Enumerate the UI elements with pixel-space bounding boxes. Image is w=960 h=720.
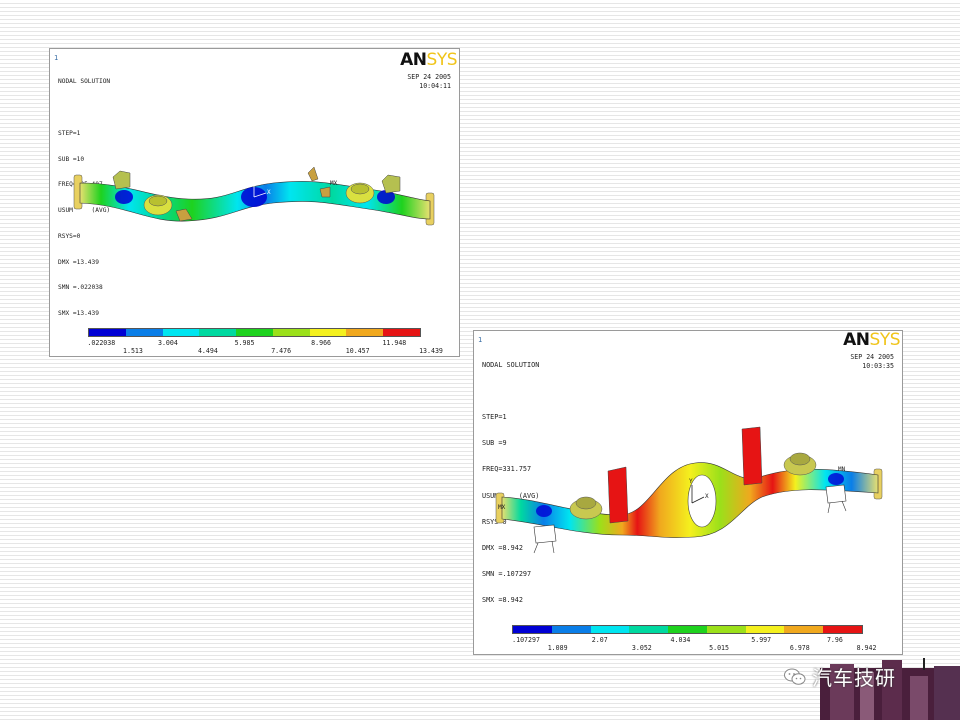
legend-value: 13.439 (419, 347, 443, 355)
info-line: NODAL SOLUTION (482, 360, 540, 369)
ansys-logo: ANSYS (400, 50, 457, 70)
legend-labels: .107297 1.089 2.07 3.052 4.034 5.015 5.9… (512, 634, 876, 654)
info-line: NODAL SOLUTION (58, 78, 111, 86)
watermark-text: 汽车技研 (812, 666, 896, 690)
legend-swatch (629, 626, 669, 633)
legend-swatch (125, 329, 163, 336)
max-marker-label: MX (330, 180, 338, 187)
legend-swatch (784, 626, 824, 633)
info-line: SMN =.022038 (58, 284, 103, 292)
info-line (482, 387, 539, 396)
time-text: 10:04:11 (419, 82, 451, 90)
color-scale-bar (512, 625, 863, 634)
date-text: SEP 24 2005 (407, 73, 451, 81)
legend-swatch (89, 329, 126, 336)
legend-value: 10.457 (345, 347, 370, 355)
legend-swatch (551, 626, 591, 633)
legend-value: 6.978 (789, 644, 810, 652)
legend-value: 8.966 (311, 339, 332, 347)
legend-value: 5.015 (709, 644, 730, 652)
axis-x-label: X (267, 189, 271, 196)
legend-value: 5.997 (751, 636, 772, 644)
legend-value: 8.942 (856, 644, 877, 652)
info-line: SUB =10 (58, 155, 85, 163)
window-number: 1 (478, 336, 483, 344)
info-line: USUM (AVG) (58, 207, 111, 215)
info-line: USUM (AVG) (482, 491, 540, 500)
legend-value: 2.07 (591, 636, 608, 644)
watermark: 汽车技研 (784, 662, 896, 691)
legend-labels: .022038 1.513 3.004 4.494 5.985 7.476 8.… (87, 337, 442, 357)
info-line: RSYS=0 (482, 517, 507, 526)
legend-value: 3.004 (157, 339, 178, 347)
info-line: SMN =.107297 (482, 570, 532, 579)
result-window-1: 1 NODAL SOLUTION STEP=1 SUB =10 FREQ=335… (49, 48, 460, 357)
axis-y-label: Y (689, 478, 693, 485)
time-text: 10:03:35 (862, 362, 894, 370)
legend-swatch (706, 626, 746, 633)
legend-swatch (162, 329, 200, 336)
legend-value: 7.476 (271, 347, 292, 355)
legend-value: 7.96 (826, 636, 843, 644)
legend-value: 5.985 (234, 339, 255, 347)
legend-swatch (199, 329, 237, 336)
info-line: FREQ=331.757 (482, 465, 532, 474)
axis-x-label: X (705, 493, 709, 500)
corner-decoration (820, 658, 960, 720)
max-marker-label: MX (498, 504, 506, 511)
legend-swatch (309, 329, 347, 336)
date-text: SEP 24 2005 (850, 353, 894, 361)
legend-swatch (513, 626, 552, 633)
legend-value: 11.948 (382, 339, 407, 347)
info-line: DMX =13.439 (58, 258, 99, 266)
legend-value: 3.052 (631, 644, 652, 652)
legend-value: .022038 (87, 339, 116, 347)
timestamp: SEP 24 2005 10:03:35 (850, 353, 894, 371)
contour-legend: .022038 1.513 3.004 4.494 5.985 7.476 8.… (87, 328, 443, 357)
solution-info: NODAL SOLUTION STEP=1 SUB =9 FREQ=331.75… (482, 343, 539, 622)
contour-legend: .107297 1.089 2.07 3.052 4.034 5.015 5.9… (512, 625, 876, 654)
legend-swatch (236, 329, 273, 336)
info-line: RSYS=0 (58, 232, 81, 240)
info-line (58, 104, 110, 113)
min-marker-label: MN (838, 466, 846, 473)
info-line: STEP=1 (58, 129, 81, 137)
info-line: SMX =13.439 (58, 310, 99, 318)
result-window-2: 1 NODAL SOLUTION STEP=1 SUB =9 FREQ=331.… (473, 330, 903, 655)
color-scale-bar (88, 328, 421, 337)
axis-y-label: Y (251, 175, 255, 182)
legend-swatch (745, 626, 785, 633)
legend-value: 1.513 (123, 347, 143, 355)
legend-swatch (823, 626, 863, 633)
info-line: SUB =9 (482, 439, 507, 448)
info-line: STEP=1 (482, 412, 507, 421)
legend-swatch (590, 626, 630, 633)
timestamp: SEP 24 2005 10:04:11 (407, 73, 451, 91)
axle-mode-shape-model: Y X MX (73, 166, 435, 226)
legend-swatch (346, 329, 384, 336)
legend-swatch (668, 626, 707, 633)
wechat-icon (784, 668, 806, 685)
axle-mode-shape-model: Y X MX MN (495, 426, 883, 554)
info-line: SMX =8.942 (482, 596, 523, 605)
legend-value: 4.494 (197, 347, 218, 355)
ansys-logo: ANSYS (843, 330, 900, 350)
legend-value: .107297 (512, 636, 540, 644)
info-line: DMX =8.942 (482, 543, 523, 552)
window-number: 1 (54, 54, 59, 62)
legend-value: 4.034 (670, 636, 691, 644)
legend-value: 1.089 (547, 644, 568, 652)
legend-swatch (383, 329, 421, 336)
legend-swatch (272, 329, 310, 336)
